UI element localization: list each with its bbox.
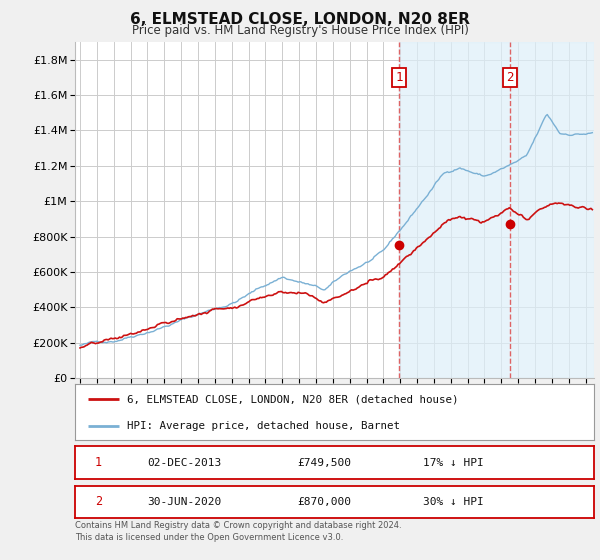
Text: 30% ↓ HPI: 30% ↓ HPI (424, 497, 484, 507)
Text: 17% ↓ HPI: 17% ↓ HPI (424, 458, 484, 468)
Text: This data is licensed under the Open Government Licence v3.0.: This data is licensed under the Open Gov… (75, 533, 343, 542)
Text: 30-JUN-2020: 30-JUN-2020 (147, 497, 221, 507)
Text: 1: 1 (95, 456, 102, 469)
Text: £749,500: £749,500 (297, 458, 351, 468)
Text: 1: 1 (395, 71, 403, 84)
Text: 2: 2 (95, 495, 102, 508)
Text: HPI: Average price, detached house, Barnet: HPI: Average price, detached house, Barn… (127, 421, 400, 431)
Text: 6, ELMSTEAD CLOSE, LONDON, N20 8ER: 6, ELMSTEAD CLOSE, LONDON, N20 8ER (130, 12, 470, 27)
Text: Price paid vs. HM Land Registry's House Price Index (HPI): Price paid vs. HM Land Registry's House … (131, 24, 469, 36)
Bar (399, 42, 594, 378)
Text: £870,000: £870,000 (297, 497, 351, 507)
Text: 2: 2 (506, 71, 514, 84)
Text: 6, ELMSTEAD CLOSE, LONDON, N20 8ER (detached house): 6, ELMSTEAD CLOSE, LONDON, N20 8ER (deta… (127, 394, 458, 404)
Text: Contains HM Land Registry data © Crown copyright and database right 2024.: Contains HM Land Registry data © Crown c… (75, 521, 401, 530)
Text: 02-DEC-2013: 02-DEC-2013 (147, 458, 221, 468)
